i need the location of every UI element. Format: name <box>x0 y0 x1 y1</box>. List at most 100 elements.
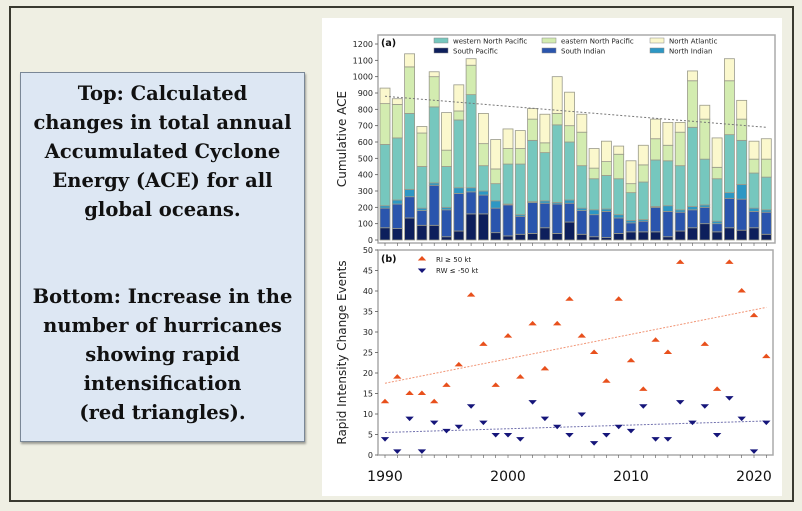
bar-segment <box>539 113 551 144</box>
bar-segment <box>711 137 723 168</box>
legend-label: South Indian <box>561 48 605 56</box>
bar-segment <box>736 118 748 141</box>
rw-marker <box>442 428 451 434</box>
bar-segment <box>637 164 649 183</box>
y-tick-label: 200 <box>358 203 373 212</box>
y-tick-label: 0 <box>368 236 373 245</box>
y-tick-label: 800 <box>358 105 373 114</box>
bar-segment <box>404 217 415 241</box>
ri-marker <box>626 357 636 363</box>
bar-segment <box>428 224 440 241</box>
bar-segment <box>723 80 735 136</box>
bar-segment <box>453 110 465 121</box>
bar-segment <box>613 233 625 241</box>
bar-segment <box>527 118 539 141</box>
rw-marker <box>700 404 709 409</box>
bar-segment <box>687 209 698 229</box>
y-tick-label: 300 <box>358 187 373 196</box>
figure-svg: 0100200300400500600700800900100011001200… <box>335 34 776 485</box>
rapid-intensity-scatter-chart: 0 5 10 15 20 25 30 35 40 45 50 1990 2000 2010 2020 Rapi… <box>335 246 774 485</box>
bar-segment <box>588 148 600 169</box>
bar-segment <box>465 187 477 193</box>
ri-marker <box>553 320 562 326</box>
legend-label: South Pacific <box>453 48 498 56</box>
bar-segment <box>441 149 452 167</box>
bar-segment <box>391 104 403 139</box>
y-tick-label: 25 <box>363 349 373 358</box>
rw-marker <box>491 432 500 438</box>
rw-marker <box>565 432 574 438</box>
bar-segment <box>699 223 711 241</box>
bar-segment <box>637 220 649 233</box>
y-tick-label: 50 <box>363 246 373 255</box>
bar-segment <box>539 152 551 202</box>
bar-segment <box>650 118 662 140</box>
y-axis-label: Rapid Intensity Change Events <box>335 260 349 444</box>
bar-segment <box>441 236 452 241</box>
bar-segment <box>551 113 563 126</box>
y-tick-label: 100 <box>358 220 373 229</box>
bar-segment <box>687 227 698 241</box>
bar-segment <box>736 198 748 231</box>
ri-marker <box>725 259 734 264</box>
bar-segment <box>760 233 772 241</box>
bar-segment <box>551 124 563 203</box>
rw-marker <box>725 396 734 401</box>
bar-segment <box>662 144 674 162</box>
bar-segment <box>723 227 735 241</box>
bar-segment <box>699 158 711 206</box>
bar-segment <box>613 214 625 219</box>
ri-marker <box>442 382 451 387</box>
bar-segment <box>674 122 686 133</box>
bar-segment <box>588 209 600 216</box>
bar-segment <box>711 231 723 241</box>
bar-segment <box>490 183 502 202</box>
bar-segment <box>539 202 551 229</box>
legend-label: western North Pacific <box>453 38 527 46</box>
rw-marker <box>516 437 525 442</box>
bar-segment <box>674 131 686 167</box>
bar-segment <box>539 227 551 241</box>
bar-segment <box>490 232 502 241</box>
bar-segment <box>404 113 415 190</box>
bar-segment <box>514 130 526 149</box>
y-tick-label: 5 <box>368 431 373 440</box>
bar-segment <box>723 197 735 229</box>
bar-segment <box>477 113 489 145</box>
bar-segment <box>404 53 415 68</box>
bar-segment <box>699 118 711 160</box>
bar-segment <box>391 203 403 229</box>
bar-segment <box>723 58 735 82</box>
ri-marker <box>516 374 525 379</box>
y-tick-label: 30 <box>363 328 373 337</box>
rw-marker <box>602 432 611 438</box>
caption-line: intensification <box>83 372 242 395</box>
rw-marker <box>528 400 537 405</box>
figure-panel: 0 100 200 300 400 500 600 700 800 900 1000 1100 1200… <box>322 18 782 496</box>
bar-segment <box>662 211 674 238</box>
bar-segment <box>391 98 403 105</box>
ri-marker <box>712 386 722 391</box>
bar-segment <box>613 153 625 180</box>
bar-segment <box>428 71 440 78</box>
bar-segment <box>637 181 649 220</box>
ri-marker <box>393 374 402 379</box>
bar-segment <box>379 87 391 105</box>
bar-segment <box>711 223 723 233</box>
bar-segment <box>404 196 415 219</box>
rw-marker <box>626 428 636 434</box>
bar-segment <box>748 140 760 160</box>
bar-segment <box>711 178 723 222</box>
caption-line: Top: Calculated <box>77 82 248 105</box>
rw-marker <box>663 437 673 442</box>
y-tick-label: 35 <box>363 308 373 317</box>
caption-box: Top: Calculated changes in total annual … <box>20 72 305 442</box>
bar-segment <box>564 125 575 143</box>
bar-segment <box>465 64 477 96</box>
bar-segment <box>650 231 662 241</box>
bar-segment <box>723 192 735 199</box>
bar-segment <box>674 165 686 211</box>
bar-segment <box>465 213 477 241</box>
ri-marker <box>663 349 673 355</box>
rw-marker <box>651 437 660 442</box>
